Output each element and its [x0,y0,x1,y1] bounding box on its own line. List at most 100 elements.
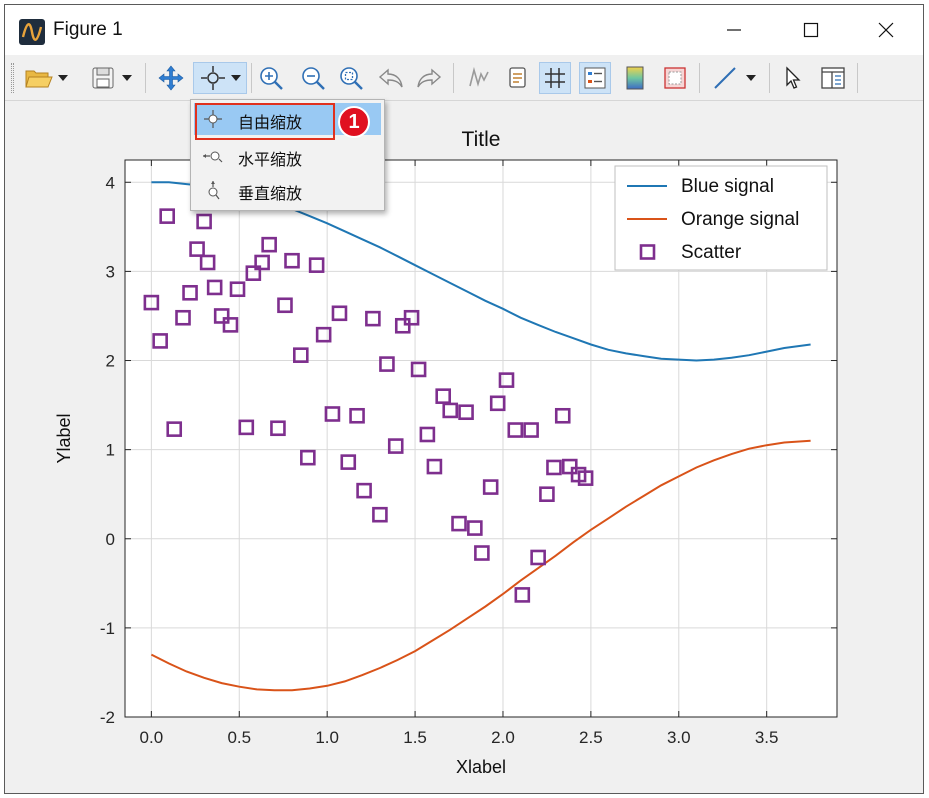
scatter-point [245,265,262,281]
scatter-point [489,395,506,412]
y-tick-label: -2 [100,708,115,727]
y-axis-label: Ylabel [54,413,74,463]
zoom-in-button[interactable] [255,62,287,94]
minimize-button[interactable] [705,5,763,55]
scatter-point [261,236,277,253]
save-button[interactable] [87,62,119,94]
pan-button[interactable] [155,62,187,94]
line-dropdown[interactable] [743,62,759,94]
scatter-point [474,545,490,561]
menu-item-horizontal-zoom[interactable]: 水平缩放 [194,140,381,172]
step-badge: 1 [338,106,370,138]
copy-button[interactable] [501,62,533,94]
legend-toggle[interactable] [579,62,611,94]
x-tick-label: 3.5 [755,728,779,747]
scatter-point [561,458,578,475]
scatter-point [293,347,309,363]
scatter-point [403,309,420,326]
signal-button[interactable] [463,62,495,94]
close-icon [878,22,894,38]
zoom-out-button[interactable] [297,62,329,94]
zoom-mode-button[interactable] [193,62,247,94]
scatter-point [159,208,175,224]
chart-title: Title [462,128,501,151]
save-dropdown[interactable] [119,62,135,94]
toolbar-grip[interactable] [11,63,14,93]
grid-toggle[interactable] [539,62,571,94]
plot-area[interactable]: 0.0 0.5 1.0 1.5 2.0 2.5 3.0 3.5 -2 -1 0 1 2 3 4 Title Xl… [5,102,923,793]
scatter-point [229,281,246,298]
zoom-fit-icon [340,67,363,90]
maximize-icon [803,22,819,38]
scatter-point [419,426,436,443]
scatter-point [238,419,255,436]
scatter-point [372,506,388,523]
scatter-point [349,407,365,424]
open-dropdown[interactable] [55,62,71,94]
y-tick-label: 2 [106,352,115,371]
scatter-point [365,310,381,327]
menu-item-label: 自由缩放 [238,113,303,132]
scatter-point [324,406,341,422]
zoom-fit-button[interactable] [335,62,367,94]
scatter-point [523,422,539,438]
scatter-point [546,459,562,476]
figure-canvas[interactable]: 0.0 0.5 1.0 1.5 2.0 2.5 3.0 3.5 -2 -1 0 1 2 3 4 Title Xl… [5,102,923,793]
toolbar-separator [251,63,252,93]
scatter-point [277,297,293,314]
scatter-point [507,422,524,438]
menu-item-vertical-zoom[interactable]: 垂直缩放 [194,174,381,206]
x-tick-label: 3.0 [667,728,691,747]
undo-button[interactable] [375,62,407,94]
scatter-point [514,587,531,603]
undo-icon [378,68,403,88]
x-axis-label: Xlabel [456,757,506,777]
title-bar: Figure 1 [5,5,923,55]
axes-frame [124,159,838,718]
panel-icon [821,67,845,89]
scatter-point [467,520,483,536]
legend-label: Orange signal [681,209,799,230]
redo-button[interactable] [413,62,445,94]
toolbar-separator [857,63,858,93]
save-icon [92,67,114,89]
scatter-point [143,294,160,311]
scatter-point [356,482,372,499]
line-button[interactable] [709,62,741,94]
scatter-point [222,317,239,333]
toolbar-separator [145,63,146,93]
scatter-point [182,284,198,301]
y-tick-label: 3 [106,262,115,281]
frame-icon [664,67,686,89]
open-button[interactable] [23,62,55,94]
scatter-point [152,333,168,349]
scatter-point [270,420,286,437]
scatter-point [482,479,499,495]
frame-button[interactable] [659,62,691,94]
colormap-icon [626,66,644,90]
toolbar [5,55,923,101]
scatter-point [410,361,427,378]
zoom-icon [201,66,225,90]
pan-icon [158,65,184,91]
scatter-point [539,486,555,503]
pointer-icon [786,66,801,89]
scatter-point [213,308,230,324]
scatter-point [331,305,348,322]
window-title: Figure 1 [53,19,123,40]
vertical-zoom-icon [208,181,220,200]
open-icon [25,70,53,88]
y-tick-label: 4 [106,173,115,192]
maximize-button[interactable] [782,5,840,55]
scatter-point [206,279,223,296]
pointer-button[interactable] [777,62,809,94]
close-button[interactable] [857,5,915,55]
horizontal-zoom-icon [203,151,223,163]
scatter-point [308,257,325,273]
x-tick-label: 2.0 [491,728,515,747]
scatter-point [175,309,191,326]
scatter-point [426,458,443,475]
colormap-button[interactable] [619,62,651,94]
panel-button[interactable] [817,62,849,94]
x-tick-label: 2.5 [579,728,603,747]
